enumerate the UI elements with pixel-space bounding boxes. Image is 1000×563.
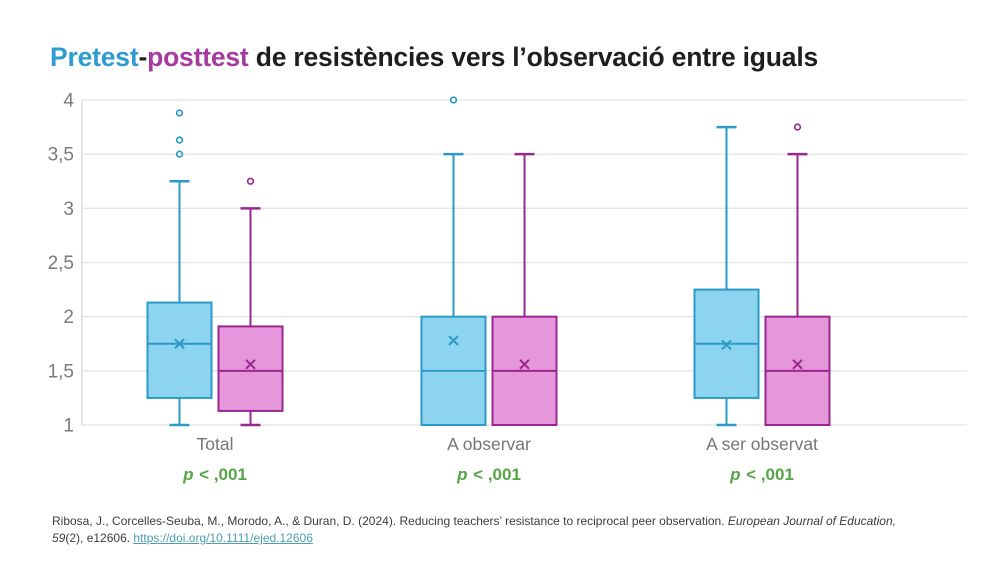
svg-text:2: 2 xyxy=(63,307,74,328)
svg-text:2,5: 2,5 xyxy=(48,253,74,274)
svg-text:3: 3 xyxy=(63,199,74,220)
p-value-a-ser-observat: p < ,001 xyxy=(652,465,872,485)
citation-line-1: Ribosa, J., Corcelles-Seuba, M., Morodo,… xyxy=(52,513,922,530)
citation: Ribosa, J., Corcelles-Seuba, M., Morodo,… xyxy=(52,513,922,547)
x-axis-label-a-ser-observat: A ser observat xyxy=(706,434,818,454)
citation-text: Ribosa, J., Corcelles-Seuba, M., Morodo,… xyxy=(52,514,728,528)
p-value-total: p < ,001 xyxy=(105,465,325,485)
p-value-text: < ,001 xyxy=(194,465,247,484)
svg-text:1: 1 xyxy=(63,416,74,437)
p-value-text: < ,001 xyxy=(741,465,794,484)
x-axis-label-total: Total xyxy=(196,434,234,454)
title-pretest-word: Pretest xyxy=(50,42,139,72)
p-symbol: p xyxy=(730,465,741,484)
citation-line-2: 59(2), e12606. https://doi.org/10.1111/e… xyxy=(52,530,922,547)
p-value-a-observar: p < ,001 xyxy=(379,465,599,485)
svg-text:4: 4 xyxy=(63,91,74,112)
x-axis-label-a-observar: A observar xyxy=(447,434,531,454)
title-posttest-word: posttest xyxy=(147,42,249,72)
doi-link[interactable]: https://doi.org/10.1111/ejed.12606 xyxy=(133,531,313,545)
page-title: Pretest-posttest de resistències vers l’… xyxy=(50,42,818,73)
citation-journal-name: European Journal of Education, xyxy=(727,514,896,528)
boxplot-chart: 4 3,5 3 2,5 2 1,5 1 xyxy=(48,91,967,437)
p-value-text: < ,001 xyxy=(468,465,521,484)
citation-volume: 59 xyxy=(52,531,66,545)
svg-text:3,5: 3,5 xyxy=(48,145,74,166)
svg-text:1,5: 1,5 xyxy=(48,361,74,382)
title-rest: de resistències vers l’observació entre … xyxy=(248,42,819,72)
title-dash: - xyxy=(138,42,148,72)
p-symbol: p xyxy=(457,465,468,484)
citation-issue: (2), e12606. xyxy=(65,531,134,545)
p-symbol: p xyxy=(183,465,194,484)
